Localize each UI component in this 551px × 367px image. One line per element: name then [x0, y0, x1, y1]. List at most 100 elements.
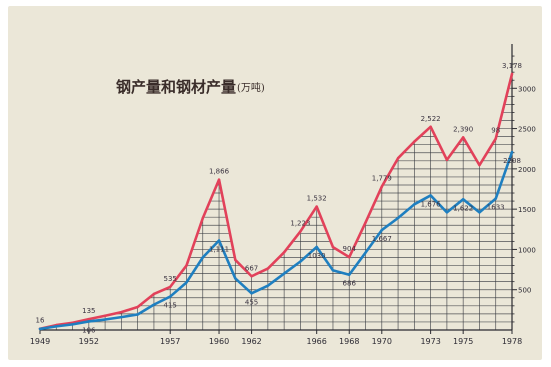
series-point-steel — [282, 251, 286, 254]
y-tick-label: 1500 — [518, 206, 536, 214]
data-label-steel: 3,178 — [502, 62, 522, 70]
y-tick-label: 2000 — [518, 166, 536, 174]
series-point-steel — [461, 136, 465, 139]
series-point-steel — [478, 163, 481, 167]
series-point-steel_products — [331, 269, 335, 272]
data-label-steel_products: 415 — [164, 302, 177, 310]
y-tick-label: 3000 — [518, 85, 536, 93]
series-point-steel — [299, 230, 302, 233]
series-point-steel — [87, 317, 91, 321]
data-label-steel: 535 — [164, 275, 177, 283]
series-point-steel — [445, 158, 449, 162]
series-point-steel_products — [348, 273, 351, 276]
series-point-steel_products — [55, 325, 58, 328]
series-point-steel — [364, 221, 367, 224]
axes: 500 1000 1500 2000 2500 3000 1949 1952 1957 1960 1… — [30, 44, 536, 346]
data-label-steel: 135 — [82, 307, 95, 315]
data-labels: 16 135 535 1,866 667 1,223 1,532 904 1,779 2,522 2… — [36, 62, 522, 335]
series-point-steel_products — [299, 260, 302, 263]
series-point-steel_products — [250, 292, 253, 295]
series-point-steel_products — [282, 272, 286, 275]
x-tick-label: 1962 — [241, 337, 261, 346]
series-point-steel_products — [136, 313, 139, 316]
series-point-steel_products — [413, 203, 416, 206]
series-point-steel — [315, 205, 318, 208]
series-point-steel — [413, 140, 416, 143]
series-point-steel_products — [201, 256, 204, 259]
data-label-steel: 1,779 — [372, 175, 392, 183]
y-tick-label: 1000 — [518, 246, 536, 254]
data-label-steel: 2,522 — [421, 115, 441, 123]
series-line-steel — [38, 72, 514, 331]
series-point-steel_products — [217, 239, 221, 242]
x-tick-label: 1960 — [209, 337, 229, 346]
data-label-steel: 16 — [36, 317, 45, 325]
y-tick-label: 500 — [518, 287, 531, 295]
series-point-steel_products — [266, 284, 270, 287]
data-label-steel_products: 106 — [82, 326, 96, 334]
x-tick-label: 1957 — [160, 337, 180, 346]
data-label-steel_products: 455 — [245, 298, 258, 306]
series-point-steel_products — [87, 320, 91, 323]
series-point-steel — [120, 310, 123, 314]
series-point-steel — [152, 292, 156, 296]
data-label-steel_products: 1,676 — [421, 200, 442, 208]
data-label-steel: 1,532 — [307, 195, 327, 203]
series-point-steel — [217, 178, 221, 181]
series-point-steel_products — [71, 323, 74, 326]
data-label-steel: 1,866 — [209, 168, 230, 176]
x-tick-label: 1970 — [372, 337, 392, 346]
series-point-steel — [103, 314, 107, 317]
series-point-steel_products — [445, 211, 449, 214]
data-label-steel_products: 2208 — [503, 157, 521, 165]
series-point-steel — [494, 137, 497, 140]
x-tick-label: 1952 — [79, 337, 99, 346]
data-label-steel: 667 — [245, 264, 258, 272]
chart-unit: (万吨) — [237, 81, 265, 94]
series-point-steel_products — [364, 251, 367, 254]
x-tick-label: 1973 — [420, 337, 440, 346]
series-point-steel — [266, 267, 270, 270]
series-point-steel — [331, 245, 335, 249]
chart-title: 钢产量和钢材产量 — [116, 78, 236, 96]
series-point-steel — [201, 217, 204, 220]
series-point-steel_products — [396, 216, 400, 220]
series-point-steel — [348, 255, 351, 259]
series-point-steel — [250, 275, 253, 278]
series-point-steel — [510, 72, 514, 76]
data-label-steel_products: 1633 — [487, 204, 505, 212]
series-point-steel_products — [510, 150, 514, 154]
series-point-steel_products — [478, 211, 481, 214]
series-point-steel — [169, 285, 172, 289]
series-point-steel_products — [429, 194, 432, 197]
x-tick-label: 1975 — [453, 337, 473, 346]
data-label-steel_products: 1,111 — [209, 245, 229, 253]
series-point-steel_products — [120, 315, 123, 319]
data-label-steel_products: 1,667 — [372, 235, 392, 243]
series-point-steel_products — [185, 281, 188, 284]
x-tick-label: 1968 — [339, 337, 359, 346]
series-point-steel_products — [494, 197, 497, 200]
series-point-steel_products — [38, 327, 42, 331]
chart-photo-background — [8, 6, 542, 360]
x-tick-label: 1966 — [307, 337, 327, 346]
series-point-steel_products — [315, 245, 318, 249]
series-line-steel_products — [38, 150, 514, 331]
data-label-steel: 904 — [343, 245, 357, 253]
series-point-steel_products — [380, 228, 383, 232]
series-point-steel — [136, 305, 139, 309]
grid — [40, 73, 512, 330]
data-label-steel_products: 1,622 — [453, 204, 473, 212]
series-point-steel_products — [234, 277, 237, 280]
series-point-steel_products — [152, 303, 156, 306]
series-point-steel_products — [169, 295, 172, 298]
x-tick-label: 1949 — [30, 337, 50, 346]
y-tick-label: 2500 — [518, 126, 536, 134]
data-label-steel: 98 — [491, 127, 500, 135]
data-label-steel_products: 1030 — [308, 252, 326, 260]
series-point-steel — [185, 264, 188, 267]
series-point-steel — [234, 258, 237, 262]
data-label-steel: 2,390 — [453, 125, 473, 133]
